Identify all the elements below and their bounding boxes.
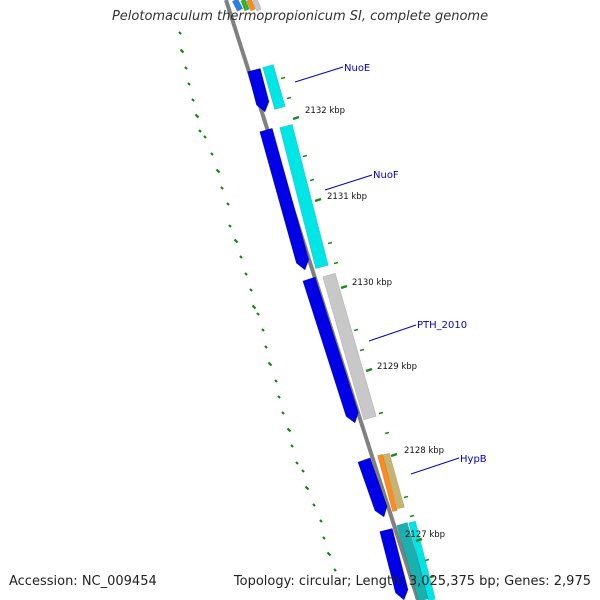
scale-minor-tick (302, 154, 308, 158)
scale-minor-tick (409, 514, 415, 518)
gc-content-mark (264, 345, 268, 349)
gc-content-mark (220, 186, 224, 190)
cds-arrow (379, 528, 409, 600)
gc-content-mark (228, 224, 232, 228)
scale-label: 2128 kbp (404, 446, 444, 456)
gc-content-mark (322, 536, 326, 540)
gc-content-mark (267, 361, 273, 367)
gc-content-mark (286, 427, 292, 433)
cds-forward-bar (231, 0, 244, 12)
gene-category-bar (377, 453, 398, 513)
scale-minor-tick (378, 411, 384, 415)
gc-content-mark (184, 66, 188, 70)
scale-minor-tick (280, 76, 286, 80)
gene-category-bar (240, 0, 250, 12)
gc-content-mark (226, 202, 230, 206)
gc-content-mark (215, 168, 221, 174)
gc-content-mark (203, 135, 207, 139)
scale-tick (292, 115, 300, 121)
gene-category-bar (408, 520, 436, 600)
gc-content-mark (179, 48, 185, 54)
gc-content-mark (312, 503, 316, 507)
gc-content-mark (187, 82, 191, 86)
gc-content-mark (281, 411, 285, 415)
gene-category-bar (382, 452, 405, 510)
gene-category-bar (252, 0, 262, 12)
scale-label: 2129 kbp (377, 362, 417, 372)
gc-content-mark (233, 238, 239, 244)
gc-content-mark (261, 328, 265, 332)
scale-minor-tick (286, 96, 292, 100)
gene-label-leader (368, 324, 417, 342)
gc-content-mark (210, 152, 214, 156)
gc-content-mark (295, 461, 299, 465)
scale-tick (314, 197, 322, 203)
scale-label: 2130 kbp (352, 278, 392, 288)
gene-label: NuoE (344, 63, 370, 74)
scale-minor-tick (403, 495, 409, 499)
gene-label-leader (324, 174, 373, 191)
gc-content-mark (256, 312, 260, 316)
gc-content-mark (244, 272, 248, 276)
map-title: Pelotomaculum thermopropionicum SI, comp… (111, 9, 489, 24)
gc-content-mark (239, 255, 243, 259)
scale-tick (365, 367, 373, 373)
gene-label: PTH_2010 (417, 320, 467, 331)
gene-label: NuoF (373, 170, 399, 181)
gc-content-mark (249, 288, 253, 292)
scale-label: 2131 kbp (327, 192, 367, 202)
gene-category-bar (262, 64, 286, 110)
gc-content-mark (304, 485, 310, 491)
scale-minor-tick (384, 431, 390, 435)
cds-arrow (357, 457, 388, 518)
gc-content-mark (301, 469, 305, 473)
cds-arrow (302, 276, 359, 424)
gene-label-leader (294, 66, 344, 83)
gene-category-bar (279, 124, 329, 269)
gc-content-mark (277, 395, 281, 399)
scale-minor-tick (429, 575, 435, 579)
scale-label: 2127 kbp (405, 530, 445, 540)
scale-minor-tick (353, 328, 359, 332)
scale-tick (390, 452, 398, 458)
gc-content-mark (251, 304, 257, 310)
gc-content-mark (198, 129, 202, 133)
accession-label: Accession: NC_009454 (9, 574, 157, 589)
scale-minor-tick (309, 178, 315, 182)
scale-minor-tick (424, 558, 430, 562)
gc-content-mark (319, 519, 323, 523)
scale-minor-tick (333, 261, 339, 265)
gc-content-mark (333, 568, 337, 572)
scale-minor-tick (359, 348, 365, 352)
gene-label: HypB (460, 454, 487, 465)
gc-content-mark (178, 31, 182, 35)
gene-category-bar (322, 272, 377, 421)
cds-arrow (247, 67, 270, 113)
gene-label-leader (410, 457, 460, 475)
scale-tick (415, 537, 423, 543)
gene-category-bar (246, 0, 256, 12)
scale-minor-tick (327, 241, 333, 245)
gc-content-mark (191, 98, 195, 102)
gc-content-mark (274, 379, 278, 383)
gc-content-mark (194, 113, 200, 119)
cds-arrow (259, 127, 310, 271)
genome-summary: Topology: circular; Length: 3,025,375 bp… (233, 574, 591, 589)
scale-label: 2132 kbp (305, 106, 345, 116)
gc-content-mark (326, 551, 332, 557)
scale-tick (340, 284, 348, 290)
gc-content-mark (290, 444, 294, 448)
